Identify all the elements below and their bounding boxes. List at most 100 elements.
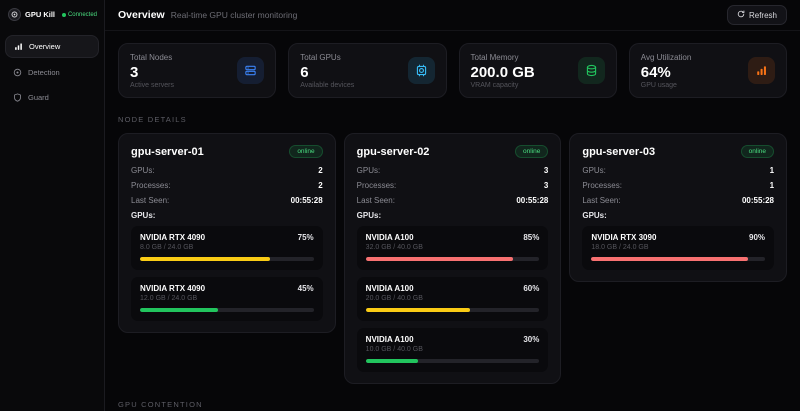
stat-card: Total GPUs 6 Available devices xyxy=(288,43,447,98)
server-icon xyxy=(237,57,265,84)
gpu-name: NVIDIA RTX 4090 xyxy=(140,233,206,242)
gpu-name: NVIDIA RTX 3090 xyxy=(591,233,657,242)
node-gpus-row: GPUs: 2 xyxy=(131,166,323,175)
gpu-name: NVIDIA A100 xyxy=(365,284,414,293)
gpu-utilization-fill xyxy=(140,308,219,312)
gpu-memory: 8.0 GB / 24.0 GB xyxy=(140,244,194,251)
node-last-seen-row: Last Seen: 00:55:28 xyxy=(131,196,323,205)
page-title: Overview xyxy=(118,9,165,21)
node-processes-row: Processes: 1 xyxy=(582,181,775,190)
stat-sublabel: GPU usage xyxy=(640,81,677,89)
app-title: GPU Kill xyxy=(25,10,56,19)
gpu-utilization-bar xyxy=(365,308,540,312)
node-status-badge: online xyxy=(740,145,775,158)
stat-label: Total Memory xyxy=(470,52,519,62)
stat-value: 6 xyxy=(300,63,309,81)
gpu-utilization-fill xyxy=(140,257,271,261)
gpu-memory: 10.0 GB / 40.0 GB xyxy=(365,346,423,353)
gpu-utilization: 85% xyxy=(523,233,540,242)
node-status-badge: online xyxy=(289,145,323,158)
stat-text: Total Memory 200.0 GB VRAM capacity xyxy=(471,53,535,89)
node-processes-row: Processes: 3 xyxy=(356,181,549,190)
node-name: gpu-server-01 xyxy=(131,145,204,158)
gpu-utilization: 30% xyxy=(523,335,540,344)
chart-icon xyxy=(748,57,775,84)
gpu-utilization: 90% xyxy=(749,233,766,242)
gpu-utilization-fill xyxy=(365,359,418,363)
stat-sublabel: Active servers xyxy=(130,81,174,89)
shield-icon xyxy=(13,93,22,102)
main-area: Overview Real-time GPU cluster monitorin… xyxy=(105,0,800,411)
gpu-icon xyxy=(407,57,435,84)
gpu-utilization-fill xyxy=(365,257,514,261)
node-gpus-row: GPUs: 3 xyxy=(356,166,549,175)
gpu-utilization-bar xyxy=(140,308,314,312)
stat-text: Total Nodes 3 Active servers xyxy=(130,53,174,89)
database-icon xyxy=(577,57,605,84)
gpu-memory: 12.0 GB / 24.0 GB xyxy=(140,295,198,302)
node-last-seen-row: Last Seen: 00:55:28 xyxy=(356,196,549,205)
stat-card: Avg Utilization 64% GPU usage xyxy=(628,43,787,98)
connected-dot-icon xyxy=(61,12,66,17)
node-card: gpu-server-01 online GPUs: 2 Processes: 2 … xyxy=(118,133,336,333)
node-gpus-row: GPUs: 1 xyxy=(582,166,775,175)
node-processes-row: Processes: 2 xyxy=(131,181,323,190)
node-name: gpu-server-02 xyxy=(356,145,430,158)
node-card-header: gpu-server-03 online xyxy=(582,145,775,158)
stat-card: Total Nodes 3 Active servers xyxy=(118,43,277,98)
node-last-seen-row: Last Seen: 00:55:28 xyxy=(582,196,775,205)
gpu-kill-logo-icon xyxy=(8,8,21,21)
sidebar: GPU Kill Connected Overview Detection Gu… xyxy=(0,0,105,411)
bar-chart-icon xyxy=(14,42,23,51)
gpu-utilization-fill xyxy=(365,308,470,312)
stat-value: 200.0 GB xyxy=(470,63,535,81)
gpu-utilization-bar xyxy=(140,257,314,261)
stat-text: Total GPUs 6 Available devices xyxy=(300,53,354,89)
topbar: Overview Real-time GPU cluster monitorin… xyxy=(105,0,800,31)
stat-sublabel: VRAM capacity xyxy=(470,81,519,89)
node-card-header: gpu-server-01 online xyxy=(131,145,323,158)
gpu-contention-section-label: GPU CONTENTION xyxy=(118,400,203,409)
gpu-utilization: 75% xyxy=(297,233,314,242)
gpu-row: NVIDIA A100 60% 20.0 GB / 40.0 GB xyxy=(356,277,549,321)
node-details-section-label: NODE DETAILS xyxy=(118,115,187,124)
sidebar-item-guard[interactable]: Guard xyxy=(5,87,99,108)
node-status-badge: online xyxy=(514,145,549,158)
gpu-utilization: 60% xyxy=(523,284,540,293)
gpu-name: NVIDIA A100 xyxy=(365,335,414,344)
gpu-name: NVIDIA A100 xyxy=(365,233,414,242)
gpu-memory: 18.0 GB / 24.0 GB xyxy=(591,244,649,251)
gpu-row: NVIDIA A100 30% 10.0 GB / 40.0 GB xyxy=(356,328,549,372)
gpu-utilization-bar xyxy=(365,257,540,261)
gpu-row: NVIDIA RTX 4090 45% 12.0 GB / 24.0 GB xyxy=(131,277,323,321)
refresh-icon xyxy=(737,10,745,20)
refresh-button[interactable]: Refresh xyxy=(726,5,787,25)
stat-value: 3 xyxy=(130,63,139,81)
stat-label: Total GPUs xyxy=(300,52,341,62)
radar-icon xyxy=(13,68,22,77)
node-card: gpu-server-03 online GPUs: 1 Processes: 1 … xyxy=(569,133,788,282)
gpu-row: NVIDIA RTX 3090 90% 18.0 GB / 24.0 GB xyxy=(582,226,775,270)
connection-status: Connected xyxy=(61,12,97,18)
sidebar-item-overview[interactable]: Overview xyxy=(5,35,99,58)
refresh-label: Refresh xyxy=(748,10,777,20)
nodes-row: gpu-server-01 online GPUs: 2 Processes: 2 … xyxy=(118,133,788,384)
stat-text: Avg Utilization 64% GPU usage xyxy=(641,53,692,89)
gpu-list-label: GPUs: xyxy=(582,211,607,220)
node-card-header: gpu-server-02 online xyxy=(357,145,549,158)
gpu-utilization-bar xyxy=(365,359,540,363)
gpu-row: NVIDIA RTX 4090 75% 8.0 GB / 24.0 GB xyxy=(131,226,323,270)
gpu-memory: 20.0 GB / 40.0 GB xyxy=(365,295,423,302)
sidebar-item-label: Overview xyxy=(29,42,61,51)
sidebar-item-label: Detection xyxy=(28,68,60,77)
stat-label: Avg Utilization xyxy=(640,52,692,62)
sidebar-item-label: Guard xyxy=(28,93,49,102)
stats-row: Total Nodes 3 Active servers Total GPUs … xyxy=(118,43,787,98)
gpu-row: NVIDIA A100 85% 32.0 GB / 40.0 GB xyxy=(356,226,549,270)
stat-card: Total Memory 200.0 GB VRAM capacity xyxy=(458,43,617,98)
stat-sublabel: Available devices xyxy=(300,81,355,89)
stat-label: Total Nodes xyxy=(130,52,173,62)
gpu-utilization: 45% xyxy=(297,284,314,293)
sidebar-item-detection[interactable]: Detection xyxy=(5,62,99,83)
